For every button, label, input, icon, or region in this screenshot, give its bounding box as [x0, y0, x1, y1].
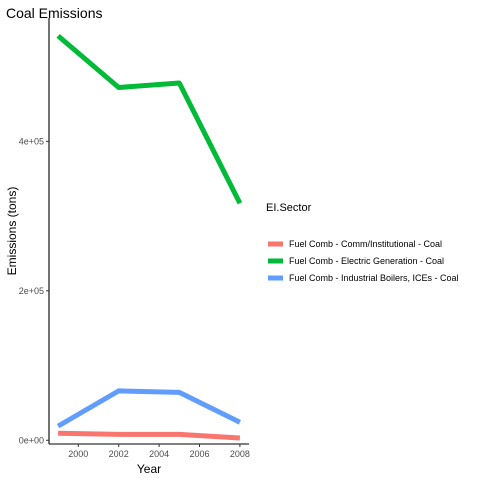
series-line-3	[56, 388, 242, 429]
chart-title: Coal Emissions	[6, 5, 102, 21]
legend-label-2: Fuel Comb - Electric Generation - Coal	[289, 256, 444, 266]
x-tick-label: 2006	[189, 449, 209, 459]
x-tick-label: 2008	[230, 449, 250, 459]
y-tick-label: 0e+00	[19, 435, 44, 445]
plot-area: 2000 2002 2004 2006 2008 0e+00 2e+05 4e+05	[19, 18, 250, 459]
x-tick-label: 2004	[149, 449, 169, 459]
legend-items: Fuel Comb - Comm/Institutional - Coal Fue…	[268, 239, 459, 283]
series-line-1	[58, 430, 241, 441]
legend-label-3: Fuel Comb - Industrial Boilers, ICEs - C…	[289, 273, 459, 283]
series-line-2	[56, 33, 243, 205]
y-tick-label: 2e+05	[19, 286, 44, 296]
x-axis-title: Year	[137, 462, 161, 476]
series-layer	[56, 33, 243, 441]
x-ticks: 2000 2002 2004 2006 2008	[68, 444, 250, 459]
y-ticks: 0e+00 2e+05 4e+05	[19, 136, 49, 445]
legend: EI.Sector Fuel Comb - Comm/Institutional…	[266, 202, 459, 283]
legend-title: EI.Sector	[266, 202, 312, 214]
legend-label-1: Fuel Comb - Comm/Institutional - Coal	[289, 239, 442, 249]
x-tick-label: 2000	[68, 449, 88, 459]
y-tick-label: 4e+05	[19, 136, 44, 146]
x-tick-label: 2002	[109, 449, 129, 459]
y-axis-title: Emissions (tons)	[5, 187, 19, 276]
